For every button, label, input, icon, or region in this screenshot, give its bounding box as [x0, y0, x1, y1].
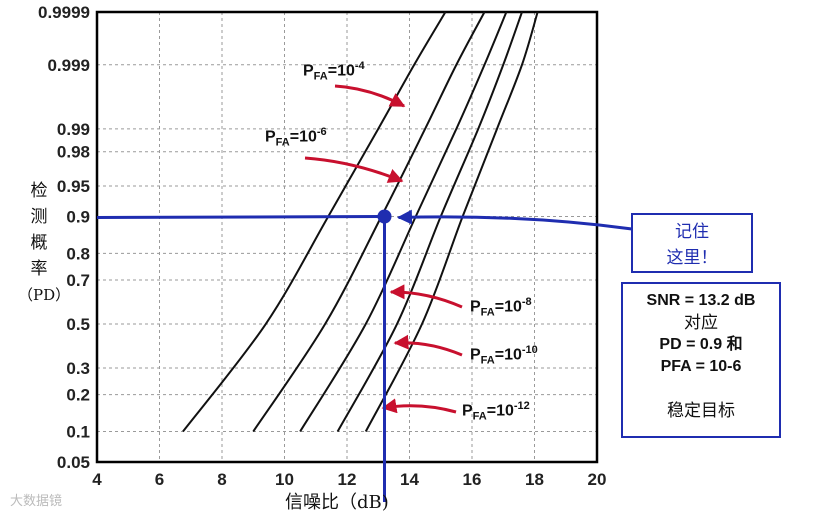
pfa-arrow-2 — [389, 284, 463, 309]
y-tick-label-7: 0.7 — [66, 271, 90, 290]
info-box: SNR = 13.2 dB 对应 PD = 0.9 和 PFA = 10-6 稳… — [621, 282, 781, 438]
y-tick-label-12: 0.05 — [57, 453, 90, 472]
plot-frame — [95, 10, 599, 464]
operating-point-marker — [377, 209, 392, 224]
x-tick-label-3: 10 — [275, 470, 294, 489]
y-tick-label-4: 0.95 — [57, 177, 90, 196]
x-tick-label-1: 6 — [155, 470, 164, 489]
marker-horizontal-line — [96, 214, 385, 219]
y-tick-label-2: 0.99 — [57, 120, 90, 139]
callout-line-2: 这里！ — [666, 248, 718, 268]
y-tick-label-9: 0.3 — [66, 359, 90, 378]
watermark: 大数据镜 — [10, 493, 63, 508]
callout-arrow — [397, 209, 633, 231]
y-tick-label-8: 0.5 — [66, 315, 90, 334]
y-tick-label-10: 0.2 — [66, 386, 90, 405]
y-tick-label-5: 0.9 — [66, 207, 90, 226]
pfa-label-2: PFA=10-6 — [265, 126, 327, 149]
info-note: 稳定目标 — [667, 401, 735, 421]
series-line-pfa-0 — [182, 11, 447, 433]
info-snr: SNR = 13.2 dB — [646, 292, 756, 309]
y-tick-label-1: 0.999 — [47, 56, 90, 75]
callout-box: 记住 这里！ — [631, 213, 753, 273]
series-line-pfa-3 — [336, 11, 523, 433]
x-axis-label: 信噪比（dB) — [285, 492, 389, 513]
pfa-label-4: PFA=10-10 — [470, 344, 538, 367]
series-line-pfa-4 — [364, 11, 539, 432]
info-corr: 对应 — [684, 313, 718, 333]
series-line-pfa-2 — [299, 11, 508, 433]
x-tick-label-6: 16 — [463, 470, 482, 489]
y-axis-label: 检测概率 （PD） — [18, 178, 71, 308]
pfa-label-3: PFA=10-8 — [470, 296, 532, 319]
y-axis-label-symbol: （PD） — [18, 286, 71, 304]
pfa-arrow-0 — [334, 84, 406, 108]
x-tick-label-0: 4 — [92, 470, 102, 489]
info-pfa: PFA = 10-6 — [660, 358, 742, 375]
y-tick-label-11: 0.1 — [66, 423, 90, 442]
y-axis-label-text: 检测概率 — [30, 181, 48, 279]
x-tick-label-4: 12 — [338, 470, 357, 489]
pfa-label-1: PFA=10-4 — [303, 60, 365, 83]
pfa-arrow-4 — [381, 398, 457, 414]
info-pd: PD = 0.9 和 — [659, 336, 743, 353]
pfa-arrow-1 — [304, 156, 404, 183]
callout-line-1: 记住 — [675, 222, 709, 242]
x-tick-label-5: 14 — [400, 470, 419, 489]
series-line-pfa-1 — [252, 11, 486, 433]
y-tick-label-3: 0.98 — [57, 143, 90, 162]
x-tick-label-7: 18 — [525, 470, 544, 489]
x-tick-label-2: 8 — [217, 470, 226, 489]
y-tick-label-0: 0.9999 — [38, 3, 90, 22]
pfa-label-5: PFA=10-12 — [462, 400, 530, 423]
pfa-arrow-3 — [393, 334, 463, 357]
x-tick-label-8: 20 — [588, 470, 607, 489]
y-tick-label-6: 0.8 — [66, 244, 90, 263]
